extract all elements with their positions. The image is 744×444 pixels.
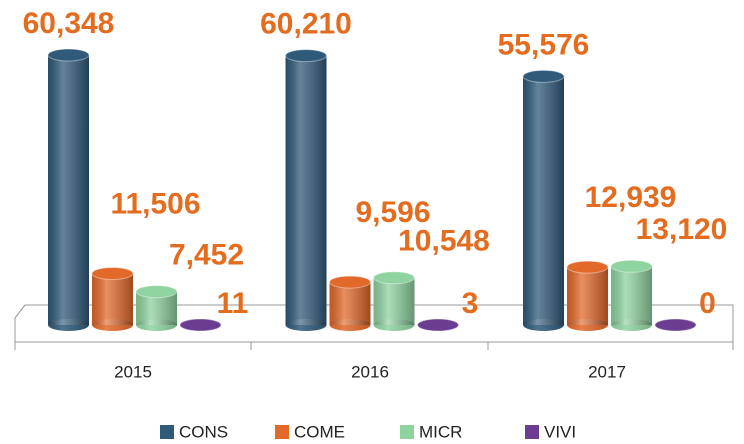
legend-swatch — [160, 425, 174, 439]
x-tick-label: 2017 — [588, 362, 626, 381]
cylinder-top — [566, 260, 609, 274]
cylinder — [329, 275, 371, 331]
cylinder — [135, 285, 178, 331]
bar-shade — [48, 55, 89, 325]
cylinder — [179, 318, 222, 332]
cylinder-top — [47, 48, 90, 62]
value-label: 11 — [217, 287, 249, 320]
cylinder-top — [417, 318, 459, 332]
bar-shade — [611, 266, 652, 325]
bar-shade-bottom — [92, 319, 133, 331]
bar-shade-bottom — [285, 319, 327, 331]
cylinder — [610, 259, 653, 331]
cylinder-top — [285, 49, 327, 63]
bar-shade — [92, 273, 133, 325]
bar-shade — [285, 55, 327, 325]
cylinder-top — [522, 69, 565, 83]
cylinder-top — [329, 275, 371, 289]
cylinder-top — [179, 318, 222, 332]
bar-shade-bottom — [136, 319, 177, 331]
bar-shade — [373, 277, 415, 325]
cylinder — [47, 48, 90, 331]
cylinder-top — [654, 318, 697, 332]
cylinder-top — [373, 271, 415, 285]
cylinder-top — [610, 259, 653, 273]
bar-shade-bottom — [567, 319, 608, 331]
cylinder — [566, 260, 609, 331]
cylinder — [417, 318, 459, 332]
legend-label: COME — [294, 422, 345, 441]
bar-shade — [523, 76, 564, 326]
bar-shade-bottom — [329, 319, 371, 331]
legend-label: MICR — [419, 422, 462, 441]
value-label: 60,348 — [23, 7, 115, 40]
x-tick-label: 2015 — [114, 362, 152, 381]
value-label: 13,120 — [636, 213, 728, 246]
value-label: 12,939 — [585, 181, 677, 214]
legend-swatch — [400, 425, 414, 439]
value-label: 3 — [462, 287, 479, 320]
bar-shade-bottom — [523, 319, 564, 331]
bar-shade — [567, 267, 608, 325]
bar-shade-bottom — [48, 319, 89, 331]
cylinder — [373, 271, 415, 331]
legend-label: CONS — [179, 422, 228, 441]
cylinder — [91, 267, 134, 331]
cylinder — [654, 318, 697, 332]
cylinder-top — [91, 267, 134, 281]
bar-shade-bottom — [373, 319, 415, 331]
value-label: 7,452 — [169, 239, 244, 272]
cylinder — [522, 69, 565, 331]
x-tick-label: 2016 — [351, 362, 389, 381]
value-label: 11,506 — [110, 187, 200, 220]
legend-swatch — [525, 425, 539, 439]
value-label: 0 — [699, 287, 716, 320]
legend-swatch — [275, 425, 289, 439]
cylinder-top — [135, 285, 178, 299]
value-label: 9,596 — [355, 196, 430, 229]
value-label: 10,548 — [398, 225, 490, 258]
cylinder — [285, 49, 327, 331]
bar-shade-bottom — [611, 319, 652, 331]
bar-shade — [329, 282, 371, 325]
value-label: 60,210 — [260, 8, 352, 41]
legend-label: VIVI — [544, 422, 576, 441]
value-label: 55,576 — [498, 28, 590, 61]
